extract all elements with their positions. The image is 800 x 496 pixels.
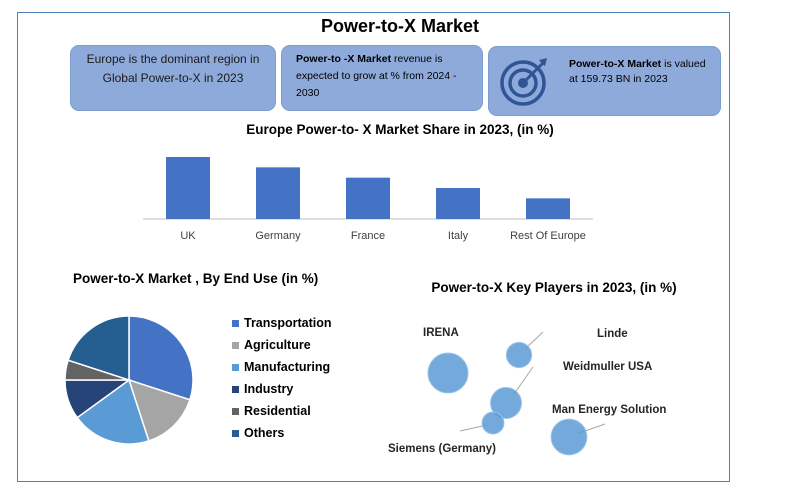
card-bold-text: Power-to-X Market (569, 58, 662, 70)
card-text: Europe is the dominant region in Global … (86, 52, 260, 85)
bar-category-label: UK (180, 230, 196, 242)
pie-slice-others (67, 315, 130, 382)
card-text: is valued at 159.73 BN in 2023 (569, 58, 706, 85)
pie-slice-transportation (128, 315, 194, 401)
bar-category-label: Italy (448, 230, 469, 242)
legend-item-agriculture: Agriculture (232, 334, 332, 356)
info-card-growth: Power-to -X Market revenue is expected t… (281, 45, 483, 111)
pie-legend: Transportation Agriculture Manufacturing In… (232, 312, 332, 444)
legend-item-industry: Industry (232, 378, 332, 400)
legend-label: Others (244, 426, 285, 440)
bubble-weidmuller-usa (490, 387, 522, 419)
legend-label: Manufacturing (244, 360, 331, 374)
page-title: Power-to-X Market (320, 16, 480, 36)
bar-uk (166, 157, 210, 219)
infographic-frame (17, 12, 730, 482)
bar-category-label: Rest Of Europe (510, 230, 586, 242)
bubble-linde (505, 341, 533, 369)
legend-item-manufacturing: Manufacturing (232, 356, 332, 378)
legend-label: Transportation (244, 316, 332, 330)
legend-item-residential: Residential (232, 400, 332, 422)
card-text: revenue is expected to grow at % from 20… (296, 53, 457, 99)
bubble-chart-title: Power-to-X Key Players in 2023, (in %) (431, 280, 677, 295)
bubble-label: Linde (597, 328, 628, 340)
bubble-chart: IRENA Linde Weidmuller USA Siemens (Germany… (388, 327, 666, 456)
legend-swatch (232, 429, 239, 437)
bar-category-label: Germany (255, 230, 301, 242)
bar-france (346, 177, 390, 219)
pie-slice-manufacturing (76, 378, 150, 445)
bar-rest-of-europe (526, 198, 570, 219)
bubble-label: Weidmuller USA (563, 361, 652, 373)
legend-label: Agriculture (244, 338, 311, 352)
target-icon (500, 58, 547, 106)
card-bold-text: Power-to -X Market (296, 53, 392, 65)
legend-swatch (232, 363, 239, 371)
info-card-dominant-region: Europe is the dominant region in Global … (70, 45, 276, 111)
bubble-label: Siemens (Germany) (388, 443, 496, 455)
bubble-irena (427, 352, 469, 394)
pie-chart (64, 315, 194, 445)
legend-swatch (232, 385, 239, 393)
bubble-label: Man Energy Solution (552, 404, 666, 416)
legend-label: Industry (244, 382, 294, 396)
bar-germany (256, 167, 300, 219)
info-card-market-value: Power-to-X Market is valued at 159.73 BN… (488, 46, 721, 116)
bar-italy (436, 188, 480, 219)
leader-line (513, 366, 534, 395)
legend-item-others: Others (232, 422, 332, 444)
bubble-siemens-germany- (481, 411, 505, 435)
legend-swatch (232, 341, 239, 349)
legend-label: Residential (244, 404, 311, 418)
legend-swatch (232, 407, 239, 415)
bubble-label: IRENA (423, 327, 459, 339)
bar-chart-title: Europe Power-to- X Market Share in 2023,… (246, 122, 554, 137)
bar-chart: UK Germany France Italy Rest Of Europe (143, 157, 593, 242)
pie-chart-title: Power-to-X Market , By End Use (in %) (73, 271, 319, 286)
legend-item-transportation: Transportation (232, 312, 332, 334)
bar-category-label: France (351, 230, 385, 242)
bubble-man-energy-solution (550, 418, 588, 456)
legend-swatch (232, 319, 239, 327)
